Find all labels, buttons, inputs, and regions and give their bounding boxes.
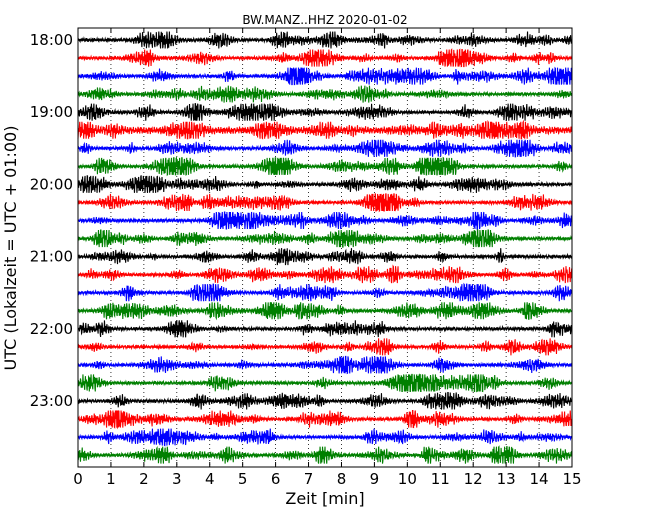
traces (77, 31, 573, 464)
trace-2000 (77, 175, 573, 193)
trace-2130 (77, 282, 573, 302)
trace-2215 (77, 338, 573, 356)
x-tick-label-6: 6 (271, 470, 281, 488)
x-tick-label-1: 1 (106, 470, 116, 488)
trace-2015 (77, 193, 573, 213)
trace-2230 (77, 355, 573, 375)
x-tick-label-15: 15 (562, 470, 581, 488)
x-tick-label-2: 2 (139, 470, 149, 488)
x-tick-label-10: 10 (398, 470, 417, 488)
y-tick-label-2200: 22:00 (30, 320, 73, 338)
trace-1945 (77, 156, 573, 177)
trace-2200 (77, 320, 573, 338)
trace-1845 (77, 85, 573, 103)
x-tick-label-8: 8 (337, 470, 347, 488)
x-tick-label-4: 4 (205, 470, 215, 488)
trace-2330 (77, 428, 573, 447)
trace-2315 (77, 409, 573, 430)
y-axis-label: UTC (Lokalzeit = UTC + 01:00) (1, 126, 20, 371)
y-tick-label-2300: 23:00 (30, 392, 73, 410)
x-axis-label: Zeit [min] (285, 489, 364, 508)
chart-title: BW.MANZ..HHZ 2020-01-02 (242, 13, 407, 27)
x-axis: 0 1 2 3 4 5 6 7 8 9 10 11 12 13 14 15 (73, 28, 582, 488)
x-tick-label-14: 14 (530, 470, 549, 488)
trace-2100 (77, 248, 573, 266)
x-tick-label-11: 11 (431, 470, 450, 488)
y-tick-label-2000: 20:00 (30, 175, 73, 193)
trace-2245 (77, 373, 573, 393)
trace-1930 (77, 139, 573, 158)
y-tick-label-2100: 21:00 (30, 248, 73, 266)
x-tick-label-13: 13 (497, 470, 516, 488)
trace-2300 (77, 391, 573, 410)
trace-2045 (77, 229, 573, 248)
trace-1900 (77, 103, 573, 121)
trace-1915 (77, 119, 573, 140)
x-tick-label-0: 0 (73, 470, 83, 488)
x-tick-label-5: 5 (238, 470, 248, 488)
x-tick-label-12: 12 (464, 470, 483, 488)
x-tick-label-3: 3 (172, 470, 182, 488)
y-axis: 18:00 19:00 20:00 21:00 22:00 23:00 (30, 31, 572, 410)
trace-1815 (77, 48, 573, 68)
y-tick-label-1900: 19:00 (30, 103, 73, 121)
trace-2030 (77, 211, 573, 230)
trace-2345 (77, 445, 573, 464)
trace-2145 (77, 302, 573, 321)
x-tick-label-9: 9 (370, 470, 380, 488)
trace-1830 (77, 66, 573, 86)
y-tick-label-1800: 18:00 (30, 31, 73, 49)
plot-frame (77, 27, 573, 468)
x-tick-label-7: 7 (304, 470, 314, 488)
trace-1800 (77, 31, 573, 49)
trace-2115 (77, 264, 573, 284)
